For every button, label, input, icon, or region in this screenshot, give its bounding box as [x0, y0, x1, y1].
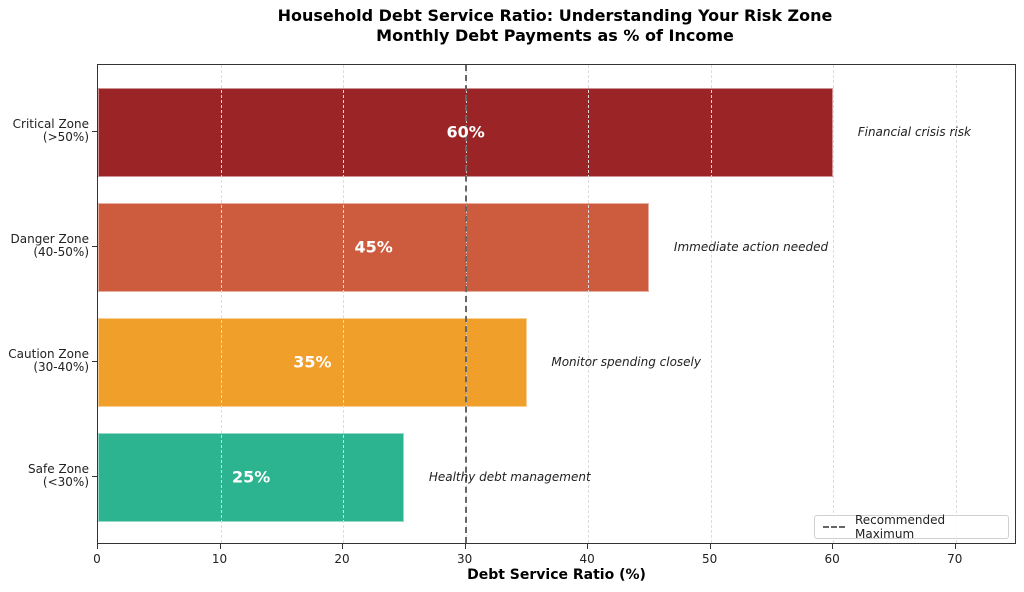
x-tick-mark [219, 544, 221, 549]
bar-value-label: 25% [232, 467, 271, 487]
chart-title-main: Household Debt Service Ratio: Understand… [277, 6, 833, 25]
recommended-maximum-line [464, 65, 467, 543]
grid-line [588, 65, 590, 543]
y-tick-mark [92, 361, 97, 362]
x-tick-label: 40 [579, 552, 595, 566]
grid-line [833, 65, 835, 543]
dashed-line-legend-icon [823, 526, 845, 528]
x-tick-label: 20 [334, 552, 350, 566]
x-tick-mark [587, 544, 589, 549]
grid-line [343, 65, 345, 543]
y-tick-label: Danger Zone (40-50%) [10, 232, 90, 259]
x-tick-label: 60 [824, 552, 840, 566]
x-tick-label: 30 [456, 552, 473, 566]
bar-annotation: Financial crisis risk [857, 125, 971, 139]
x-tick-label: 0 [93, 552, 101, 566]
bar-annotation: Immediate action needed [673, 240, 829, 254]
x-tick-mark [464, 544, 466, 549]
y-tick-label: Critical Zone (>50%) [12, 117, 89, 144]
x-tick-mark [832, 544, 834, 549]
grid-line [710, 65, 712, 543]
y-tick-mark [92, 246, 97, 247]
x-tick-label: 10 [211, 552, 228, 566]
x-tick-label: 50 [702, 552, 718, 566]
bar [98, 432, 405, 522]
x-tick-mark [954, 544, 956, 549]
x-tick-mark [97, 544, 98, 549]
bar-value-label: 35% [293, 352, 332, 372]
bar-value-label: 60% [446, 122, 485, 142]
plot-area: 60% Financial crisis risk 45% Immediate act… [97, 64, 1016, 544]
y-tick-label: Safe Zone (<30%) [28, 462, 89, 489]
bar-annotation: Monitor spending closely [551, 355, 701, 369]
bar-value-label: 45% [354, 237, 393, 257]
bar-annotation: Healthy debt management [428, 470, 591, 484]
chart-subtitle: Monthly Debt Payments as % of Income [376, 26, 734, 45]
y-tick-mark [92, 476, 97, 477]
chart-title: Household Debt Service Ratio: Understand… [0, 6, 1024, 46]
grid-line [955, 65, 957, 543]
legend: Recommended Maximum [814, 513, 1009, 541]
y-tick-mark [92, 131, 97, 132]
y-tick-label: Caution Zone (30-40%) [8, 347, 89, 374]
bar [98, 317, 527, 407]
bar [98, 202, 650, 292]
x-tick-mark [342, 544, 344, 549]
x-axis-label: Debt Service Ratio (%) [467, 567, 646, 583]
legend-label: Recommended Maximum [855, 513, 946, 541]
grid-line [220, 65, 222, 543]
x-tick-mark [709, 544, 711, 549]
x-tick-label: 70 [947, 552, 963, 566]
